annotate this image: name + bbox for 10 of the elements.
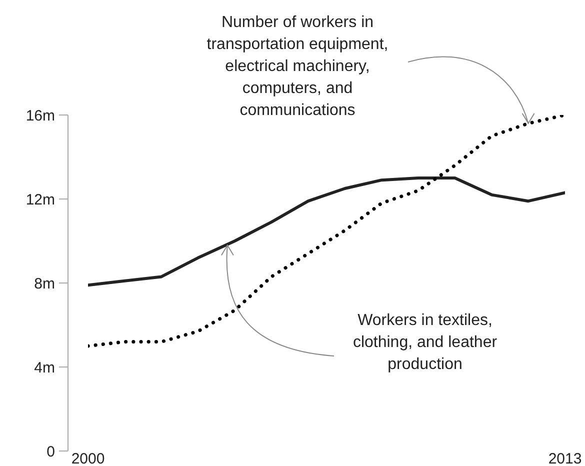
annotation: Workers in textiles, clothing, and leather production [352, 311, 498, 375]
y-tick-label: 0 [46, 443, 55, 460]
line-series [88, 176, 565, 287]
y-tick-label: 12m [26, 191, 55, 208]
x-tick-label: 2013 [548, 450, 582, 466]
x-tick-label: 2000 [71, 450, 105, 466]
y-tick-label: 4m [34, 359, 55, 376]
y-tick-label: 16m [26, 107, 55, 124]
annotation: Number of workers in transportation equipment, electrical machinery, computers, and communications [206, 13, 390, 121]
y-tick-label: 8m [34, 275, 55, 292]
